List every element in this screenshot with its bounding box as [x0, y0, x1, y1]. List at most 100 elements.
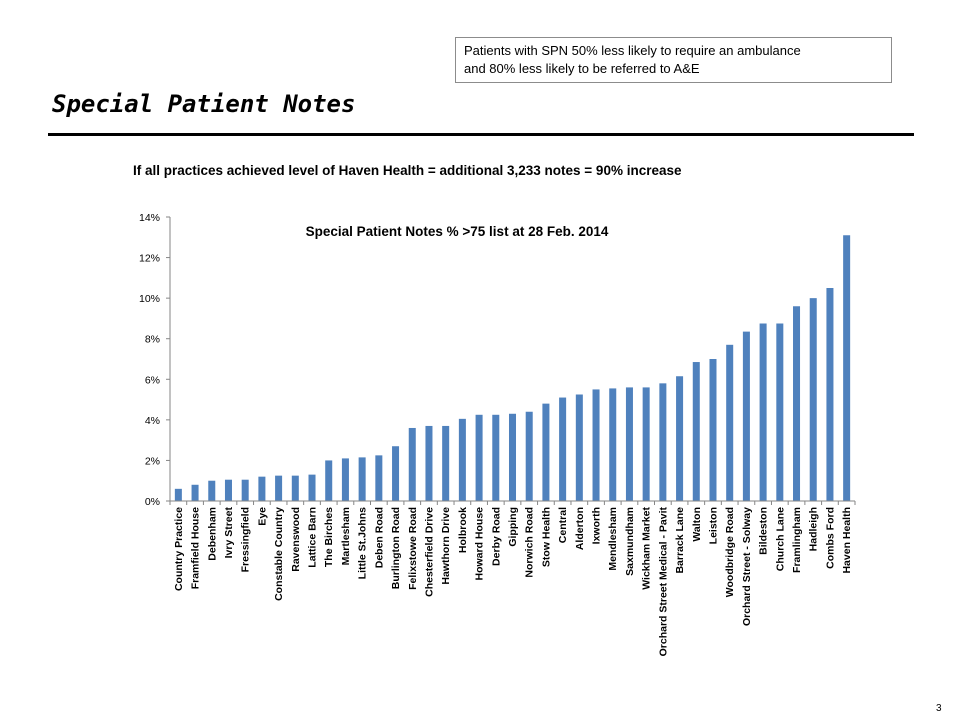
y-tick-label: 14%	[139, 212, 160, 224]
bar	[475, 414, 483, 501]
bar	[224, 479, 232, 501]
bar	[425, 425, 433, 501]
x-tick-label: Hadleigh	[808, 507, 820, 551]
bar	[625, 387, 633, 501]
x-tick-label: Alderton	[574, 507, 586, 550]
chart-title: Special Patient Notes % >75 list at 28 F…	[306, 224, 609, 239]
bar	[208, 480, 216, 501]
bar	[358, 457, 366, 501]
x-tick-label: Church Lane	[774, 507, 786, 571]
y-tick-label: 6%	[145, 374, 160, 386]
bar	[826, 288, 834, 501]
x-tick-label: Framfield House	[190, 507, 202, 589]
bar	[726, 344, 734, 501]
y-axis: 0% 2% 4% 6% 8% 10% 12% 14%	[139, 212, 171, 508]
bar	[392, 446, 400, 501]
bar	[742, 331, 750, 501]
x-tick-label: Little St.Johns	[357, 507, 369, 579]
summary-note: If all practices achieved level of Haven…	[133, 163, 682, 178]
x-tick-label: The Birches	[323, 507, 335, 567]
bar	[275, 475, 283, 501]
bar	[291, 475, 299, 501]
x-tick-label: Ivry Street	[223, 507, 235, 559]
bar	[575, 394, 583, 501]
bar	[776, 323, 784, 501]
bar	[442, 425, 450, 501]
bar	[642, 387, 650, 501]
bar	[458, 418, 466, 501]
x-tick-label: Framlingham	[791, 507, 803, 573]
bar	[692, 362, 700, 501]
bar	[492, 414, 500, 501]
x-tick-label: Country Practice	[173, 507, 185, 591]
bar	[174, 488, 182, 501]
bar	[592, 389, 600, 501]
x-tick-label: Saxmundham	[624, 507, 636, 576]
bar	[542, 403, 550, 501]
bar	[325, 460, 333, 501]
bar	[341, 458, 349, 501]
bar	[709, 359, 717, 501]
x-tick-label: Haven Health	[841, 507, 853, 574]
x-tick-label: Derby Road	[490, 507, 502, 566]
bar	[258, 476, 266, 501]
bar	[676, 376, 684, 501]
callout-box: Patients with SPN 50% less likely to req…	[455, 37, 892, 83]
x-tick-label: Chesterfield Drive	[423, 507, 435, 597]
x-tick-label: Martlesham	[340, 507, 352, 565]
x-tick-label: Lattice Barn	[307, 507, 319, 568]
y-tick-label: 12%	[139, 253, 160, 265]
bar	[659, 383, 667, 501]
x-tick-label: Felixstowe Road	[407, 507, 419, 590]
x-tick-label: Combs Ford	[824, 507, 836, 569]
x-tick-label: Bildeston	[758, 507, 770, 555]
callout-line-1: Patients with SPN 50% less likely to req…	[464, 43, 801, 58]
y-tick-label: 2%	[145, 455, 160, 467]
x-tick-label: Orchard Street - Solway	[741, 507, 753, 626]
y-tick-label: 0%	[145, 496, 160, 508]
bar	[559, 397, 567, 501]
bar-chart: Special Patient Notes % >75 list at 28 F…	[139, 212, 856, 657]
slide-title: Special Patient Notes	[52, 90, 356, 118]
x-tick-label: Stow Health	[540, 507, 552, 567]
callout-line-2: and 80% less likely to be referred to A&…	[464, 61, 700, 76]
x-tick-label: Barrack Lane	[674, 507, 686, 574]
x-tick-label: Walton	[691, 507, 703, 542]
x-tick-label: Hawthorn Drive	[440, 507, 452, 585]
bar	[525, 411, 533, 501]
bar	[508, 413, 517, 501]
bar	[809, 298, 817, 501]
bar	[609, 388, 617, 501]
page-number: 3	[936, 703, 942, 714]
bar	[375, 455, 383, 501]
x-tick-label: Ixworth	[591, 507, 603, 544]
x-tick-label: Constable Country	[273, 507, 285, 601]
x-tick-label: Burlington Road	[390, 507, 402, 589]
bar	[843, 235, 851, 501]
x-tick-label: Norwich Road	[524, 507, 536, 578]
x-tick-label: Gipping	[507, 507, 519, 547]
title-divider	[48, 133, 914, 136]
bar	[759, 323, 767, 501]
bar	[191, 484, 199, 501]
x-tick-label: Wickham Market	[641, 507, 653, 590]
x-tick-label: Central	[557, 507, 569, 543]
y-tick-label: 10%	[139, 293, 160, 305]
x-tick-label: Fressingfield	[240, 507, 252, 572]
x-tick-label: Howard House	[474, 507, 486, 581]
x-tick-label: Leiston	[707, 507, 719, 544]
x-tick-label: Woodbridge Road	[724, 507, 736, 597]
x-tick-label: Eye	[256, 507, 268, 526]
x-tick-label: Orchard Street Medical - Pavit	[657, 507, 669, 657]
x-axis: Country Practice Framfield House Debenham I…	[169, 500, 856, 657]
x-tick-label: Mendlesham	[607, 507, 619, 571]
x-tick-label: Debenham	[206, 507, 218, 561]
x-tick-label: Deben Road	[373, 507, 385, 568]
x-tick-label: Holbrook	[457, 507, 469, 553]
bar	[793, 306, 801, 501]
y-tick-label: 4%	[145, 415, 160, 427]
bar	[408, 427, 416, 501]
bar-series	[174, 235, 851, 501]
bar	[241, 479, 249, 501]
x-tick-label: Ravenswood	[290, 507, 302, 572]
